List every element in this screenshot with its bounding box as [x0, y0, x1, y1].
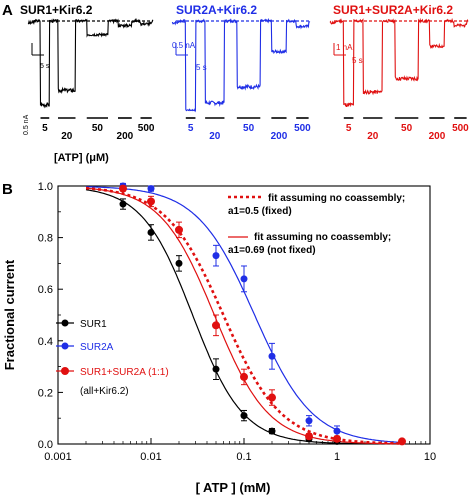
data-point-mix [147, 197, 155, 206]
atp-concentration-label: 5 [346, 123, 352, 134]
data-point-sur1 [268, 427, 276, 435]
y-tick-label: 0.0 [38, 439, 53, 451]
fit-note-solid-line2: a1=0.69 (not fixed) [228, 245, 316, 256]
scale-time-sur1: 5 s [40, 63, 50, 70]
data-point-mix [398, 437, 407, 446]
scale-time-sur2a: 5 s [196, 63, 207, 72]
data-point-sur2a [147, 185, 155, 193]
data-point-sur2a [305, 417, 313, 425]
atp-concentration-label: 20 [61, 131, 73, 142]
fit-curve-1 [85, 186, 403, 444]
dose-response-plot: 0.0 0.2 0.4 0.6 0.8 1.0 0.001 0.01 0.1 1 10 [38, 181, 436, 463]
data-point-sur1 [240, 412, 248, 420]
x-tick-label: 10 [424, 451, 436, 463]
fit-curve-2-1 [85, 187, 403, 445]
legend-label-mix: SUR1+SUR2A (1:1) [80, 367, 169, 378]
fit-curve-2-0 [85, 186, 403, 445]
x-tick-label: 0.001 [44, 451, 72, 463]
legend-note: (all+Kir6.2) [80, 386, 129, 397]
atp-concentration-label: 500 [138, 123, 155, 134]
atp-concentration-label: 20 [209, 131, 221, 142]
atp-concentration-label: 50 [243, 123, 255, 134]
atp-concentration-label: 200 [429, 131, 446, 142]
data-point-sur1 [212, 365, 220, 373]
atp-concentration-label: 50 [92, 123, 104, 134]
atp-concentration-labels: 5 20 50 200 500 5 20 50 200 500 5 20 50 200 500 [40, 117, 469, 142]
data-point-mix [240, 372, 248, 381]
y-tick-label: 0.2 [38, 387, 53, 399]
y-axis-label: Fractional current [2, 259, 17, 370]
atp-concentration-label: 20 [367, 131, 379, 142]
scale-current-mix: 1 nA [336, 43, 353, 52]
data-point-mix [119, 184, 128, 193]
atp-concentration-label: 500 [452, 123, 469, 134]
y-tick-label: 0.8 [38, 233, 53, 245]
atp-concentration-label: 500 [294, 123, 311, 134]
y-tick-label: 0.4 [38, 336, 53, 348]
atp-concentration-label: 200 [117, 131, 134, 142]
fit-note-solid: fit assuming no coassembly; a1=0.69 (not… [228, 232, 391, 256]
legend-label-sur1: SUR1 [80, 319, 107, 330]
y-tick-label: 0.6 [38, 284, 53, 296]
trace-title-mix: SUR1+SUR2A+Kir6.2 [333, 3, 453, 17]
fit-curve-0 [85, 189, 402, 445]
x-tick-label: 1 [334, 451, 340, 463]
fit-note-solid-line1: fit assuming no coassembly; [254, 232, 391, 243]
data-point-mix [212, 321, 221, 330]
plot-frame [57, 185, 431, 445]
legend-marker-sur2a [61, 342, 69, 350]
data-point-mix [333, 434, 341, 443]
current-trace [329, 17, 469, 108]
data-point-mix [305, 432, 314, 441]
legend-label-sur2a: SUR2A [80, 342, 114, 353]
current-trace [171, 17, 311, 113]
scale-time-mix: 5 s [352, 56, 363, 65]
legend: SUR1 SUR2A SUR1+SUR2A (1:1) (all+Kir6.2) [56, 319, 169, 397]
legend-marker-mix [61, 367, 69, 375]
atp-axis-label: [ATP] (μM) [54, 152, 109, 164]
legend-marker-sur1 [61, 319, 69, 327]
trace-title-sur1: SUR1+Kir6.2 [20, 3, 93, 17]
data-point-sur2a [268, 352, 276, 360]
atp-concentration-label: 5 [42, 123, 48, 134]
data-point-sur1 [147, 228, 155, 236]
atp-concentration-label: 50 [401, 123, 413, 134]
data-point-sur2a [333, 427, 341, 435]
x-axis-label: [ ATP ] (mM) [196, 480, 271, 495]
data-point-mix [267, 393, 276, 402]
fit-note-dotted-line2: a1=0.5 (fixed) [228, 206, 292, 217]
y-tick-label: 1.0 [38, 181, 53, 193]
x-tick-label: 0.01 [140, 451, 161, 463]
panel-b-letter: B [2, 181, 13, 198]
scale-current-sur1: 0.5 nA [23, 114, 30, 135]
data-point-sur1 [119, 200, 127, 208]
data-point-sur2a [240, 275, 248, 283]
x-tick-label: 0.1 [236, 451, 251, 463]
current-trace [27, 18, 154, 109]
fit-note-dotted: fit assuming no coassembly; a1=0.5 (fixe… [228, 193, 405, 217]
atp-concentration-label: 5 [188, 123, 194, 134]
trace-title-sur2a: SUR2A+Kir6.2 [176, 3, 257, 17]
data-point-sur2a [212, 252, 220, 260]
scale-current-sur2a: 0.5 nA [172, 41, 196, 50]
current-traces [27, 17, 469, 113]
panel-a-letter: A [2, 2, 13, 19]
atp-concentration-label: 200 [271, 131, 288, 142]
data-point-mix [174, 225, 183, 234]
data-point-sur1 [175, 259, 183, 267]
fit-note-dotted-line1: fit assuming no coassembly; [268, 193, 405, 204]
